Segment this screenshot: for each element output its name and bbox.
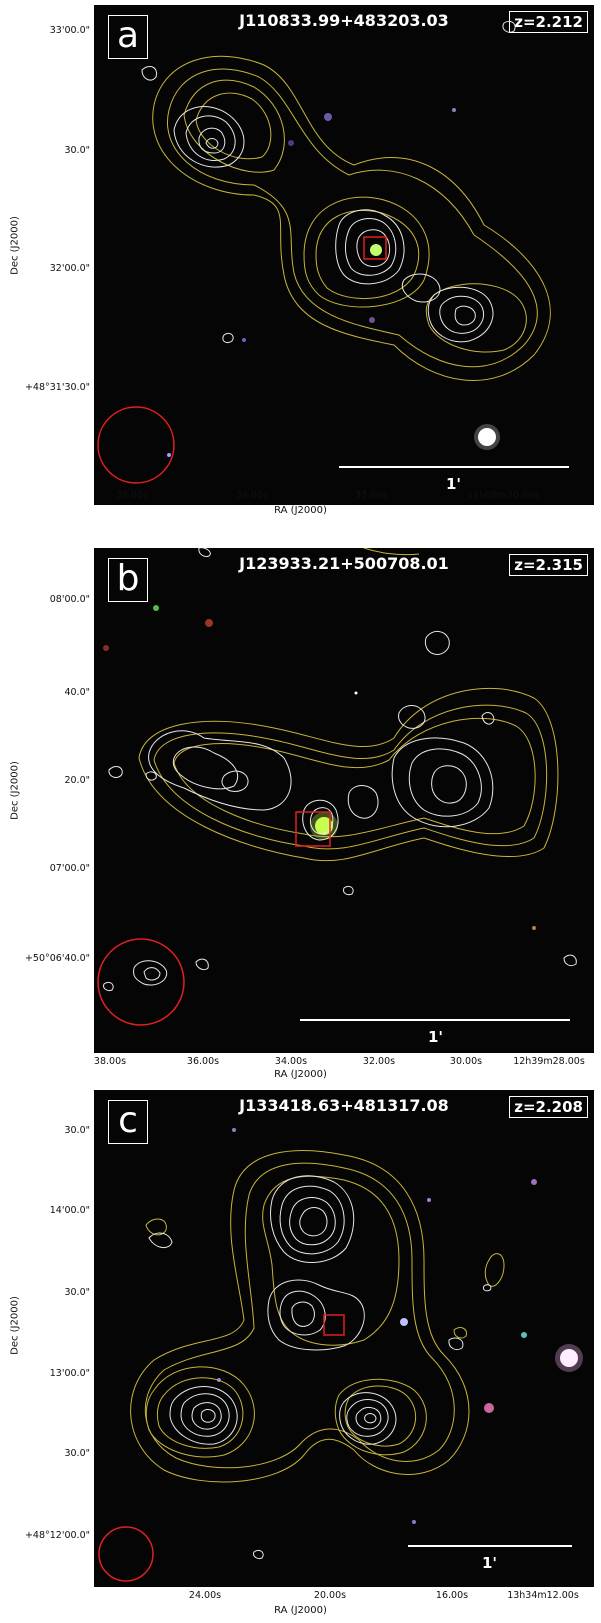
x-tick-label: 13h34m12.00s — [507, 1590, 579, 1601]
panel-letter: c — [108, 1100, 148, 1144]
scale-label: 1' — [482, 1554, 498, 1572]
y-tick-label: 30.0" — [64, 1448, 90, 1459]
y-tick-label: 30.0" — [64, 1287, 90, 1298]
image-panel-c: J133418.63+481317.08 z=2.208 c 1' — [94, 1090, 594, 1587]
x-axis-title: RA (J2000) — [274, 1605, 327, 1616]
x-tick-label: 16.00s — [435, 1590, 469, 1601]
x-axis-title: RA (J2000) — [274, 505, 327, 516]
y-tick-label: 30.0" — [64, 1125, 90, 1136]
x-axis-title: RA (J2000) — [274, 1069, 327, 1080]
y-axis-title: Dec (J2000) — [9, 1296, 21, 1355]
source-name: J110833.99+483203.03 — [239, 11, 449, 30]
x-tick-label: 11h08m30.00s — [467, 490, 539, 501]
scale-label: 1' — [428, 1028, 444, 1046]
y-tick-label: 33'00.0" — [49, 25, 90, 36]
panel-b: Dec (J2000) 08'00.0" 40.0" 20.0" 07'00.0… — [0, 540, 601, 1080]
y-tick-label: 32'00.0" — [49, 263, 90, 274]
source-name: J133418.63+481317.08 — [239, 1096, 449, 1115]
x-tick-label: 32.00s — [362, 1056, 396, 1067]
panel-letter: b — [108, 558, 148, 602]
beam-ellipse — [97, 938, 185, 1026]
image-panel-a: J110833.99+483203.03 z=2.212 a 1' — [94, 5, 594, 505]
redshift-badge: z=2.212 — [509, 11, 588, 33]
panel-letter: a — [108, 15, 148, 59]
image-panel-b: J123933.21+500708.01 z=2.315 b 1' — [94, 548, 594, 1053]
y-tick-label: 20.0" — [64, 775, 90, 786]
y-tick-label: +50°06'40.0" — [24, 953, 90, 964]
x-tick-label: 24.00s — [188, 1590, 222, 1601]
x-tick-label: 39.00s — [115, 490, 149, 501]
x-tick-label: 36.00s — [235, 490, 269, 501]
y-tick-label: 30.0" — [64, 145, 90, 156]
panel-a: Dec (J2000) 33'00.0" 30.0" 32'00.0" +48°… — [0, 0, 601, 520]
y-tick-label: 07'00.0" — [49, 863, 90, 874]
x-tick-label: 34.00s — [274, 1056, 308, 1067]
y-tick-label: 40.0" — [64, 687, 90, 698]
source-name: J123933.21+500708.01 — [239, 554, 449, 573]
redshift-badge: z=2.208 — [509, 1096, 588, 1118]
y-axis-title: Dec (J2000) — [9, 761, 21, 820]
redshift-badge: z=2.315 — [509, 554, 588, 576]
x-tick-label: 20.00s — [313, 1590, 347, 1601]
y-tick-label: +48°31'30.0" — [24, 382, 90, 393]
x-tick-label: 38.00s — [93, 1056, 127, 1067]
contour-map — [97, 548, 577, 1026]
y-tick-label: 08'00.0" — [49, 594, 90, 605]
y-tick-label: +48°12'00.0" — [24, 1530, 90, 1541]
x-tick-label: 33.00s — [354, 490, 388, 501]
y-tick-label: 13'00.0" — [49, 1368, 90, 1379]
x-tick-label: 12h39m28.00s — [513, 1056, 585, 1067]
panel-c: Dec (J2000) 30.0" 14'00.0" 30.0" 13'00.0… — [0, 1090, 601, 1623]
beam-ellipse — [98, 1526, 154, 1582]
y-tick-label: 14'00.0" — [49, 1205, 90, 1216]
scale-label: 1' — [446, 475, 462, 493]
beam-ellipse — [97, 406, 175, 484]
x-tick-label: 30.00s — [449, 1056, 483, 1067]
contour-map — [97, 20, 569, 484]
x-tick-label: 36.00s — [186, 1056, 220, 1067]
contour-map — [98, 1128, 583, 1582]
